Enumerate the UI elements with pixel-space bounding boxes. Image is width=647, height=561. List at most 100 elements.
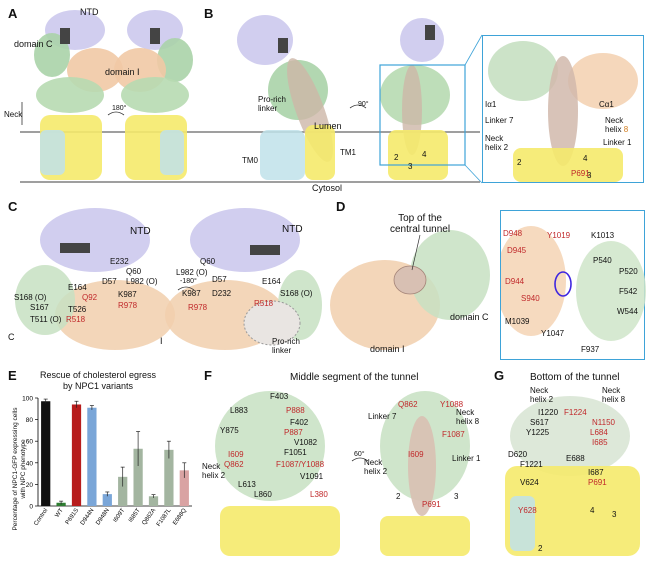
residue-label: E688: [566, 454, 585, 463]
residue-label: D945: [507, 246, 527, 255]
bar-chart: 0 20 40 60 80 100 Control WT P691S D944N D948N I609…: [22, 396, 192, 528]
residue-label: F1087: [442, 430, 465, 439]
panel-label: F: [204, 368, 212, 383]
domain-i-label: domain I: [370, 344, 405, 354]
residue-label: S168 (O): [14, 293, 47, 302]
residue-label: I1220: [538, 408, 559, 417]
neck-helix8-text2: helix: [605, 125, 622, 134]
neck-helix8-text1: Neck: [605, 116, 624, 125]
residue-label: Q862: [224, 460, 244, 469]
residue-label: F542: [619, 287, 638, 296]
panel-a-structure: [20, 10, 200, 183]
residue-label: D620: [508, 450, 528, 459]
residue-label: D57: [102, 277, 117, 286]
residue-label: L684: [590, 428, 608, 437]
tm-number: 3: [587, 171, 592, 180]
residue-label: Y1019: [547, 231, 571, 240]
linker1-label: Linker 1: [452, 454, 481, 463]
x-tick-label: WT: [54, 507, 64, 518]
y-tick-label: 20: [26, 482, 34, 489]
bar: [87, 407, 97, 506]
neck-helix2-label: Neck helix 2: [530, 386, 554, 404]
residue-label: F1087/Y1088: [276, 460, 325, 469]
rotation-label: -180°: [180, 278, 197, 285]
inset-structure: [488, 41, 638, 182]
residue-label: T526: [68, 305, 87, 314]
bottom-tunnel-title: Bottom of the tunnel: [530, 372, 620, 383]
residue-label: L982 (O): [176, 268, 208, 277]
residue-label: S617: [530, 418, 549, 427]
residue-label: T511 (O): [30, 315, 62, 324]
domain-c-label: domain C: [14, 39, 53, 49]
residue-label: F1224: [564, 408, 587, 417]
bar: [41, 401, 51, 506]
ntd-label: NTD: [130, 226, 151, 237]
cytosol-label: Cytosol: [312, 183, 343, 193]
residue-label: L883: [230, 406, 248, 415]
residue-label: E232: [110, 257, 129, 266]
pro-rich-linker-label: Pro-rich linker: [258, 95, 287, 113]
residue-label: D232: [212, 289, 232, 298]
residue-label: V1082: [294, 438, 318, 447]
chart-title: Rescue of cholesterol egress by NPC1 var…: [40, 370, 157, 391]
x-tick-label: I609T: [113, 507, 127, 523]
residue-label: Q60: [200, 257, 216, 266]
panel-c-structure: [15, 208, 322, 350]
panel-label: D: [336, 199, 346, 214]
x-tick-label: E688Q: [172, 507, 188, 526]
residue-label: D948: [503, 229, 523, 238]
residue-label: Y875: [220, 426, 239, 435]
residue-label: S940: [521, 294, 540, 303]
residue-label: F403: [270, 392, 289, 401]
neck-helix2-label: Neck helix 2: [364, 458, 388, 476]
neck-helix8-label: Neck helix 8: [605, 116, 628, 134]
top-tunnel-title: Top of the central tunnel: [390, 213, 451, 235]
bar: [148, 496, 159, 506]
panel-g: G Bottom of the tunnel Neck helix 2 Neck…: [490, 366, 647, 561]
pro-rich-linker-label: Pro-rich linker: [272, 337, 301, 355]
rotation-label: 60°: [354, 451, 365, 458]
x-tick-label: D948N: [95, 508, 111, 527]
tm-number: 4: [422, 150, 427, 159]
panel-e: E Rescue of cholesterol egress by NPC1 v…: [0, 366, 200, 561]
x-tick-label: F1087L: [156, 507, 173, 528]
panel-d-inset: D948 Y1019 K1013 D945 P540 P520 D944 F54…: [500, 210, 646, 360]
residue-label: E164: [262, 277, 281, 286]
rotation-label: 180°: [112, 105, 127, 112]
panel-b-inset: Iα1 Cα1 Linker 7 Neck helix 8 Linker 1 N…: [482, 35, 644, 183]
tm-number: 3: [612, 510, 617, 519]
p691-label: P691: [422, 500, 441, 509]
residue-label: V1091: [300, 472, 324, 481]
residue-label: R978: [118, 301, 138, 310]
neck-helix8-num: 8: [623, 125, 629, 134]
tm-number: 2: [396, 492, 401, 501]
y-tick-label: 100: [22, 396, 33, 403]
panel-f-structure: [215, 391, 470, 556]
panel-b: B Pro-rich linker 90° Lumen Cytosol TM0 …: [200, 0, 647, 193]
y-tick-label: 60: [26, 439, 34, 446]
residue-label: L860: [254, 490, 272, 499]
bar: [102, 494, 112, 506]
panel-label: A: [8, 6, 18, 21]
x-tick-label: Control: [33, 508, 49, 527]
residue-label: P888: [286, 406, 305, 415]
panel-g-structure: [505, 396, 640, 556]
c-mark: C: [8, 332, 15, 342]
residue-label: I609: [228, 450, 244, 459]
domain-i-label: domain I: [105, 67, 140, 77]
tm-number: 2: [538, 544, 543, 553]
linker7-label: Linker 7: [368, 412, 397, 421]
neck-label: Neck: [4, 110, 23, 119]
residue-label: F1221: [520, 460, 543, 469]
linker1-label: Linker 1: [603, 138, 632, 147]
residue-label: W544: [617, 307, 638, 316]
tm-number: 2: [394, 153, 399, 162]
residue-label: Q92: [82, 293, 98, 302]
ntd-label: NTD: [80, 7, 99, 17]
panel-label: G: [494, 368, 505, 383]
bar: [164, 449, 174, 506]
bar: [133, 448, 143, 506]
bar: [118, 476, 128, 506]
domain-c-label: domain C: [450, 312, 489, 322]
x-tick-label: D944N: [80, 508, 96, 527]
